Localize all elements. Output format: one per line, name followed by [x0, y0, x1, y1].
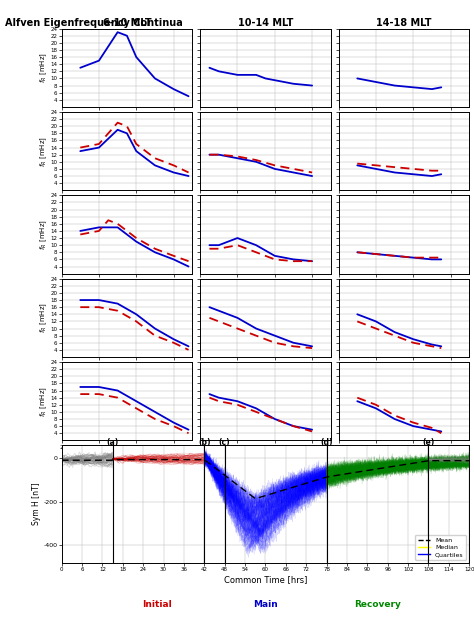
Text: Recovery: Recovery	[354, 600, 401, 609]
Y-axis label: $f_R$ [mHz]: $f_R$ [mHz]	[38, 386, 49, 417]
Text: (d): (d)	[320, 438, 333, 447]
Title: 6-10 MLT: 6-10 MLT	[103, 18, 151, 28]
Text: Initial: Initial	[142, 600, 172, 609]
Y-axis label: $f_R$ [mHz]: $f_R$ [mHz]	[38, 135, 49, 167]
Y-axis label: $f_R$ [mHz]: $f_R$ [mHz]	[38, 52, 49, 83]
Y-axis label: Sym H [nT]: Sym H [nT]	[32, 483, 41, 525]
Text: Main: Main	[253, 600, 278, 609]
Text: (c): (c)	[219, 438, 230, 447]
Y-axis label: $f_R$ [mHz]: $f_R$ [mHz]	[38, 302, 49, 333]
Text: Alfven Eigenfrequency Continua: Alfven Eigenfrequency Continua	[5, 18, 182, 28]
X-axis label: R [R$_E$]: R [R$_E$]	[254, 452, 277, 465]
Title: 14-18 MLT: 14-18 MLT	[376, 18, 432, 28]
Text: (a): (a)	[107, 438, 118, 447]
X-axis label: Common Time [hrs]: Common Time [hrs]	[224, 575, 307, 584]
Legend: Mean, Median, Quartiles: Mean, Median, Quartiles	[415, 535, 466, 560]
Text: (b): (b)	[198, 438, 210, 447]
Title: 10-14 MLT: 10-14 MLT	[238, 18, 293, 28]
X-axis label: R [R$_E$]: R [R$_E$]	[392, 452, 416, 465]
Y-axis label: $f_R$ [mHz]: $f_R$ [mHz]	[38, 219, 49, 250]
Text: (e): (e)	[422, 438, 435, 447]
X-axis label: R [R$_E$]: R [R$_E$]	[115, 452, 139, 465]
